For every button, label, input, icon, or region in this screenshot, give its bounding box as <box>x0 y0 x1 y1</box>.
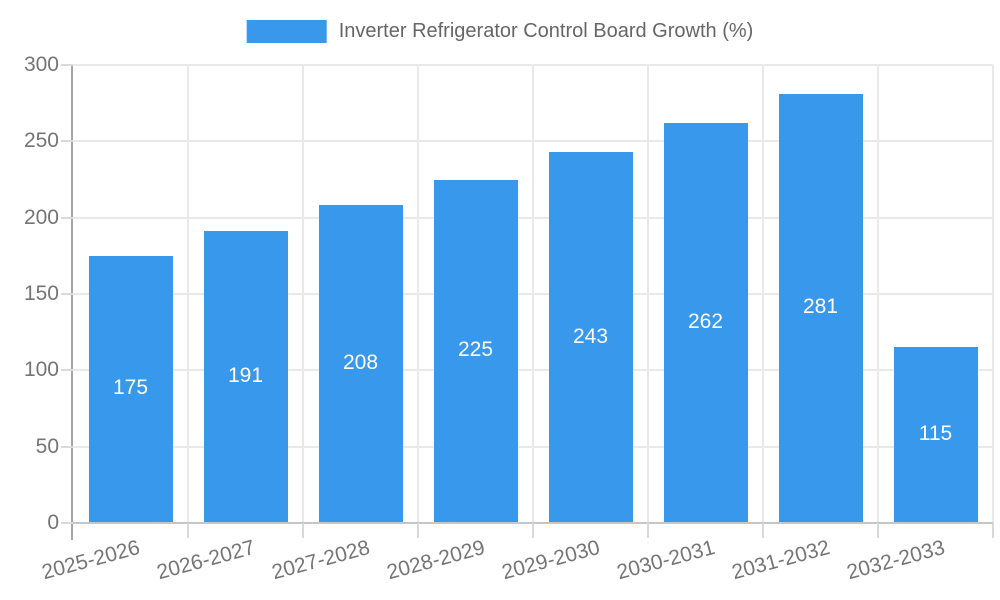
x-gridline <box>532 65 534 523</box>
x-gridline <box>877 65 879 523</box>
y-tick-mark <box>61 445 73 448</box>
x-gridline <box>187 65 189 523</box>
x-axis-label: 2031-2032 <box>729 536 833 585</box>
legend-label: Inverter Refrigerator Control Board Grow… <box>338 20 754 42</box>
y-axis-label: 200 <box>23 205 59 229</box>
legend-swatch <box>246 20 327 43</box>
bar-value-label: 225 <box>457 338 494 362</box>
x-axis-label: 2028-2029 <box>384 536 488 585</box>
y-axis-label: 300 <box>23 53 59 76</box>
bar: 115 <box>893 347 978 523</box>
x-tick-mark <box>992 523 994 538</box>
x-axis-label: 2025-2026 <box>39 536 143 585</box>
x-axis-label: 2029-2030 <box>499 536 603 585</box>
x-tick-mark <box>302 523 304 538</box>
bar: 243 <box>548 152 633 523</box>
bar-value-label: 262 <box>687 309 724 333</box>
x-tick-mark <box>647 523 649 538</box>
y-axis-label: 0 <box>47 511 59 534</box>
bar-value-label: 208 <box>342 351 379 375</box>
bar-value-label: 243 <box>572 324 609 348</box>
x-axis-label: 2032-2033 <box>844 536 948 585</box>
y-axis-label: 100 <box>23 358 59 382</box>
bar: 208 <box>318 205 403 523</box>
legend-item[interactable]: Inverter Refrigerator Control Board Grow… <box>246 20 754 43</box>
y-tick-mark <box>61 64 73 66</box>
x-gridline <box>647 65 649 523</box>
x-tick-mark <box>877 523 879 538</box>
plot-area: 175 191 208 225 243 262 281 115 <box>73 64 994 523</box>
x-axis-label: 2026-2027 <box>154 536 258 585</box>
y-tick-mark <box>61 369 73 372</box>
x-tick-mark <box>417 523 419 538</box>
y-tick-mark <box>61 140 73 143</box>
bar: 191 <box>203 231 288 523</box>
bar-value-label: 115 <box>918 422 953 446</box>
x-axis-label: 2030-2031 <box>614 536 718 585</box>
bar: 281 <box>778 94 863 523</box>
x-gridline <box>417 65 419 523</box>
bar-value-label: 175 <box>112 376 149 400</box>
y-axis-label: 150 <box>23 282 59 305</box>
y-tick-mark <box>61 293 73 295</box>
bar-value-label: 281 <box>802 295 839 319</box>
x-axis-label: 2027-2028 <box>269 536 373 585</box>
x-gridline <box>302 65 304 523</box>
y-tick-mark <box>61 522 73 524</box>
y-tick-mark <box>61 216 73 219</box>
bar: 225 <box>433 179 518 523</box>
x-gridline <box>762 65 764 523</box>
x-tick-mark <box>187 523 189 538</box>
x-gridline <box>992 65 994 523</box>
y-axis-label: 250 <box>23 129 59 153</box>
bar: 175 <box>88 255 173 523</box>
x-tick-mark <box>762 523 764 538</box>
bar-value-label: 191 <box>227 364 264 388</box>
y-axis-label: 50 <box>35 434 59 458</box>
bar: 262 <box>663 123 748 523</box>
y-axis-line <box>71 65 73 540</box>
x-tick-mark <box>532 523 534 538</box>
